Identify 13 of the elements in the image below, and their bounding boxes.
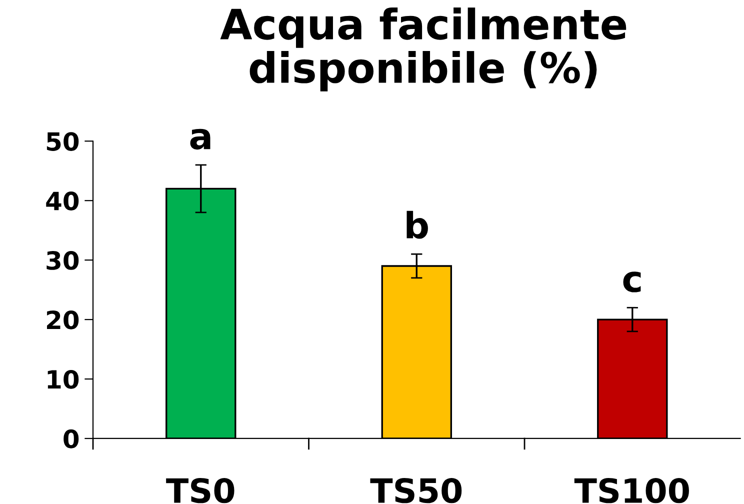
chart-title: Acqua facilmente disponibile (%) bbox=[220, 8, 626, 92]
y-tick-label: 10 bbox=[48, 370, 79, 389]
x-tick-label: TS100 bbox=[574, 478, 689, 504]
annotation: c bbox=[623, 272, 641, 292]
y-tick-label: 50 bbox=[46, 132, 79, 151]
y-tick-label: 20 bbox=[46, 310, 79, 330]
y-tick-label: 40 bbox=[46, 192, 79, 210]
x-tick-label: TS0 bbox=[166, 478, 234, 504]
annotation: b bbox=[406, 210, 428, 239]
x-tick-label: TS50 bbox=[370, 478, 462, 504]
y-tick-label: 30 bbox=[46, 251, 79, 270]
y-tick-label: 0 bbox=[64, 429, 79, 448]
annotation: a bbox=[190, 128, 210, 150]
